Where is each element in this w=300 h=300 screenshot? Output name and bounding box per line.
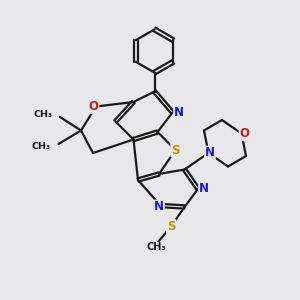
Text: S: S bbox=[167, 220, 175, 233]
Text: S: S bbox=[171, 143, 180, 157]
Text: N: N bbox=[199, 182, 209, 196]
Text: CH₃: CH₃ bbox=[32, 142, 51, 151]
Text: O: O bbox=[239, 127, 250, 140]
Text: CH₃: CH₃ bbox=[33, 110, 52, 119]
Text: O: O bbox=[88, 100, 99, 113]
Text: N: N bbox=[205, 146, 215, 160]
Text: N: N bbox=[154, 200, 164, 214]
Text: CH₃: CH₃ bbox=[146, 242, 166, 253]
Text: N: N bbox=[174, 106, 184, 119]
